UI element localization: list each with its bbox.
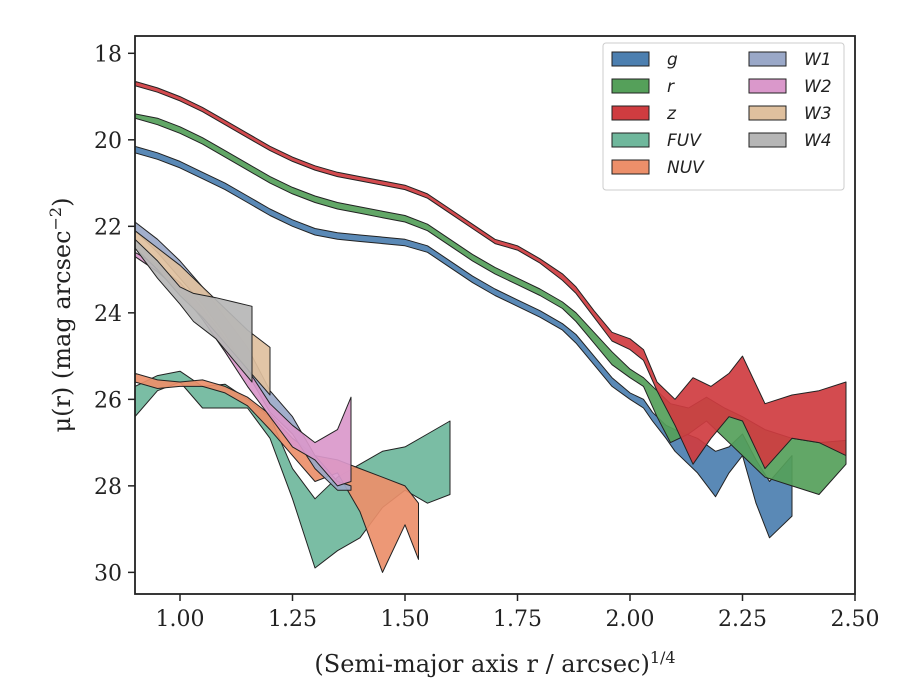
legend-swatch-nuv (611, 159, 650, 175)
legend-swatch-w4 (748, 132, 787, 148)
x-tick-label: 1.25 (268, 607, 317, 632)
legend-label-fuv: FUV (667, 131, 702, 151)
legend: grz FUV NUV W1 W2 W3 W4 (602, 42, 845, 191)
x-axis: 1.00 1.25 1.50 1.75 2.00 2.25 2.50 (156, 594, 880, 632)
y-axis-label-exponent: −2 (46, 207, 65, 231)
x-tick-label: 1.00 (156, 607, 205, 632)
legend-label-g: g (667, 50, 678, 70)
legend-label-w3: W3 (804, 104, 832, 124)
legend-label-w2: W2 (804, 77, 832, 97)
x-tick-label: 2.00 (606, 607, 655, 632)
y-tick-label: 30 (94, 561, 122, 586)
legend-swatch-fuv (611, 132, 650, 148)
y-axis-label-close: ) (48, 198, 76, 207)
y-tick-label: 28 (94, 475, 122, 500)
legend-swatch-z (611, 105, 650, 121)
y-tick-label: 24 (94, 302, 122, 327)
legend-swatch-g (611, 51, 650, 67)
band-z (135, 80, 847, 470)
x-tick-label: 1.75 (493, 607, 542, 632)
legend-swatch-r (611, 78, 650, 94)
band-g (135, 145, 793, 539)
legend-swatch-w2 (748, 78, 787, 94)
x-axis-label-exponent: 1/4 (650, 648, 676, 667)
profile-bands (135, 80, 847, 573)
legend-label-z: z (666, 104, 677, 124)
legend-swatch-w1 (748, 51, 787, 67)
plot-frame (134, 35, 856, 595)
x-tick-label: 2.50 (831, 607, 880, 632)
x-tick-label: 1.50 (381, 607, 430, 632)
y-tick-label: 20 (94, 129, 122, 154)
y-axis: 18 20 22 24 26 28 30 (94, 42, 135, 586)
y-tick-label: 22 (94, 215, 122, 240)
legend-label-w1: W1 (804, 50, 832, 70)
y-tick-label: 18 (94, 42, 122, 67)
band-nuv (135, 372, 419, 573)
legend-label-r: r (667, 77, 675, 97)
legend-label-w4: W4 (804, 131, 832, 151)
x-tick-label: 2.25 (718, 607, 767, 632)
x-axis-label: (Semi-major axis r / arcsec)1/4 (314, 648, 675, 679)
y-axis-label: μ(r) (mag arcsec−2) (46, 198, 77, 433)
y-tick-label: 26 (94, 388, 122, 413)
legend-label-nuv: NUV (667, 158, 705, 178)
band-w4 (135, 238, 253, 383)
legend-swatch-w3 (748, 105, 787, 121)
